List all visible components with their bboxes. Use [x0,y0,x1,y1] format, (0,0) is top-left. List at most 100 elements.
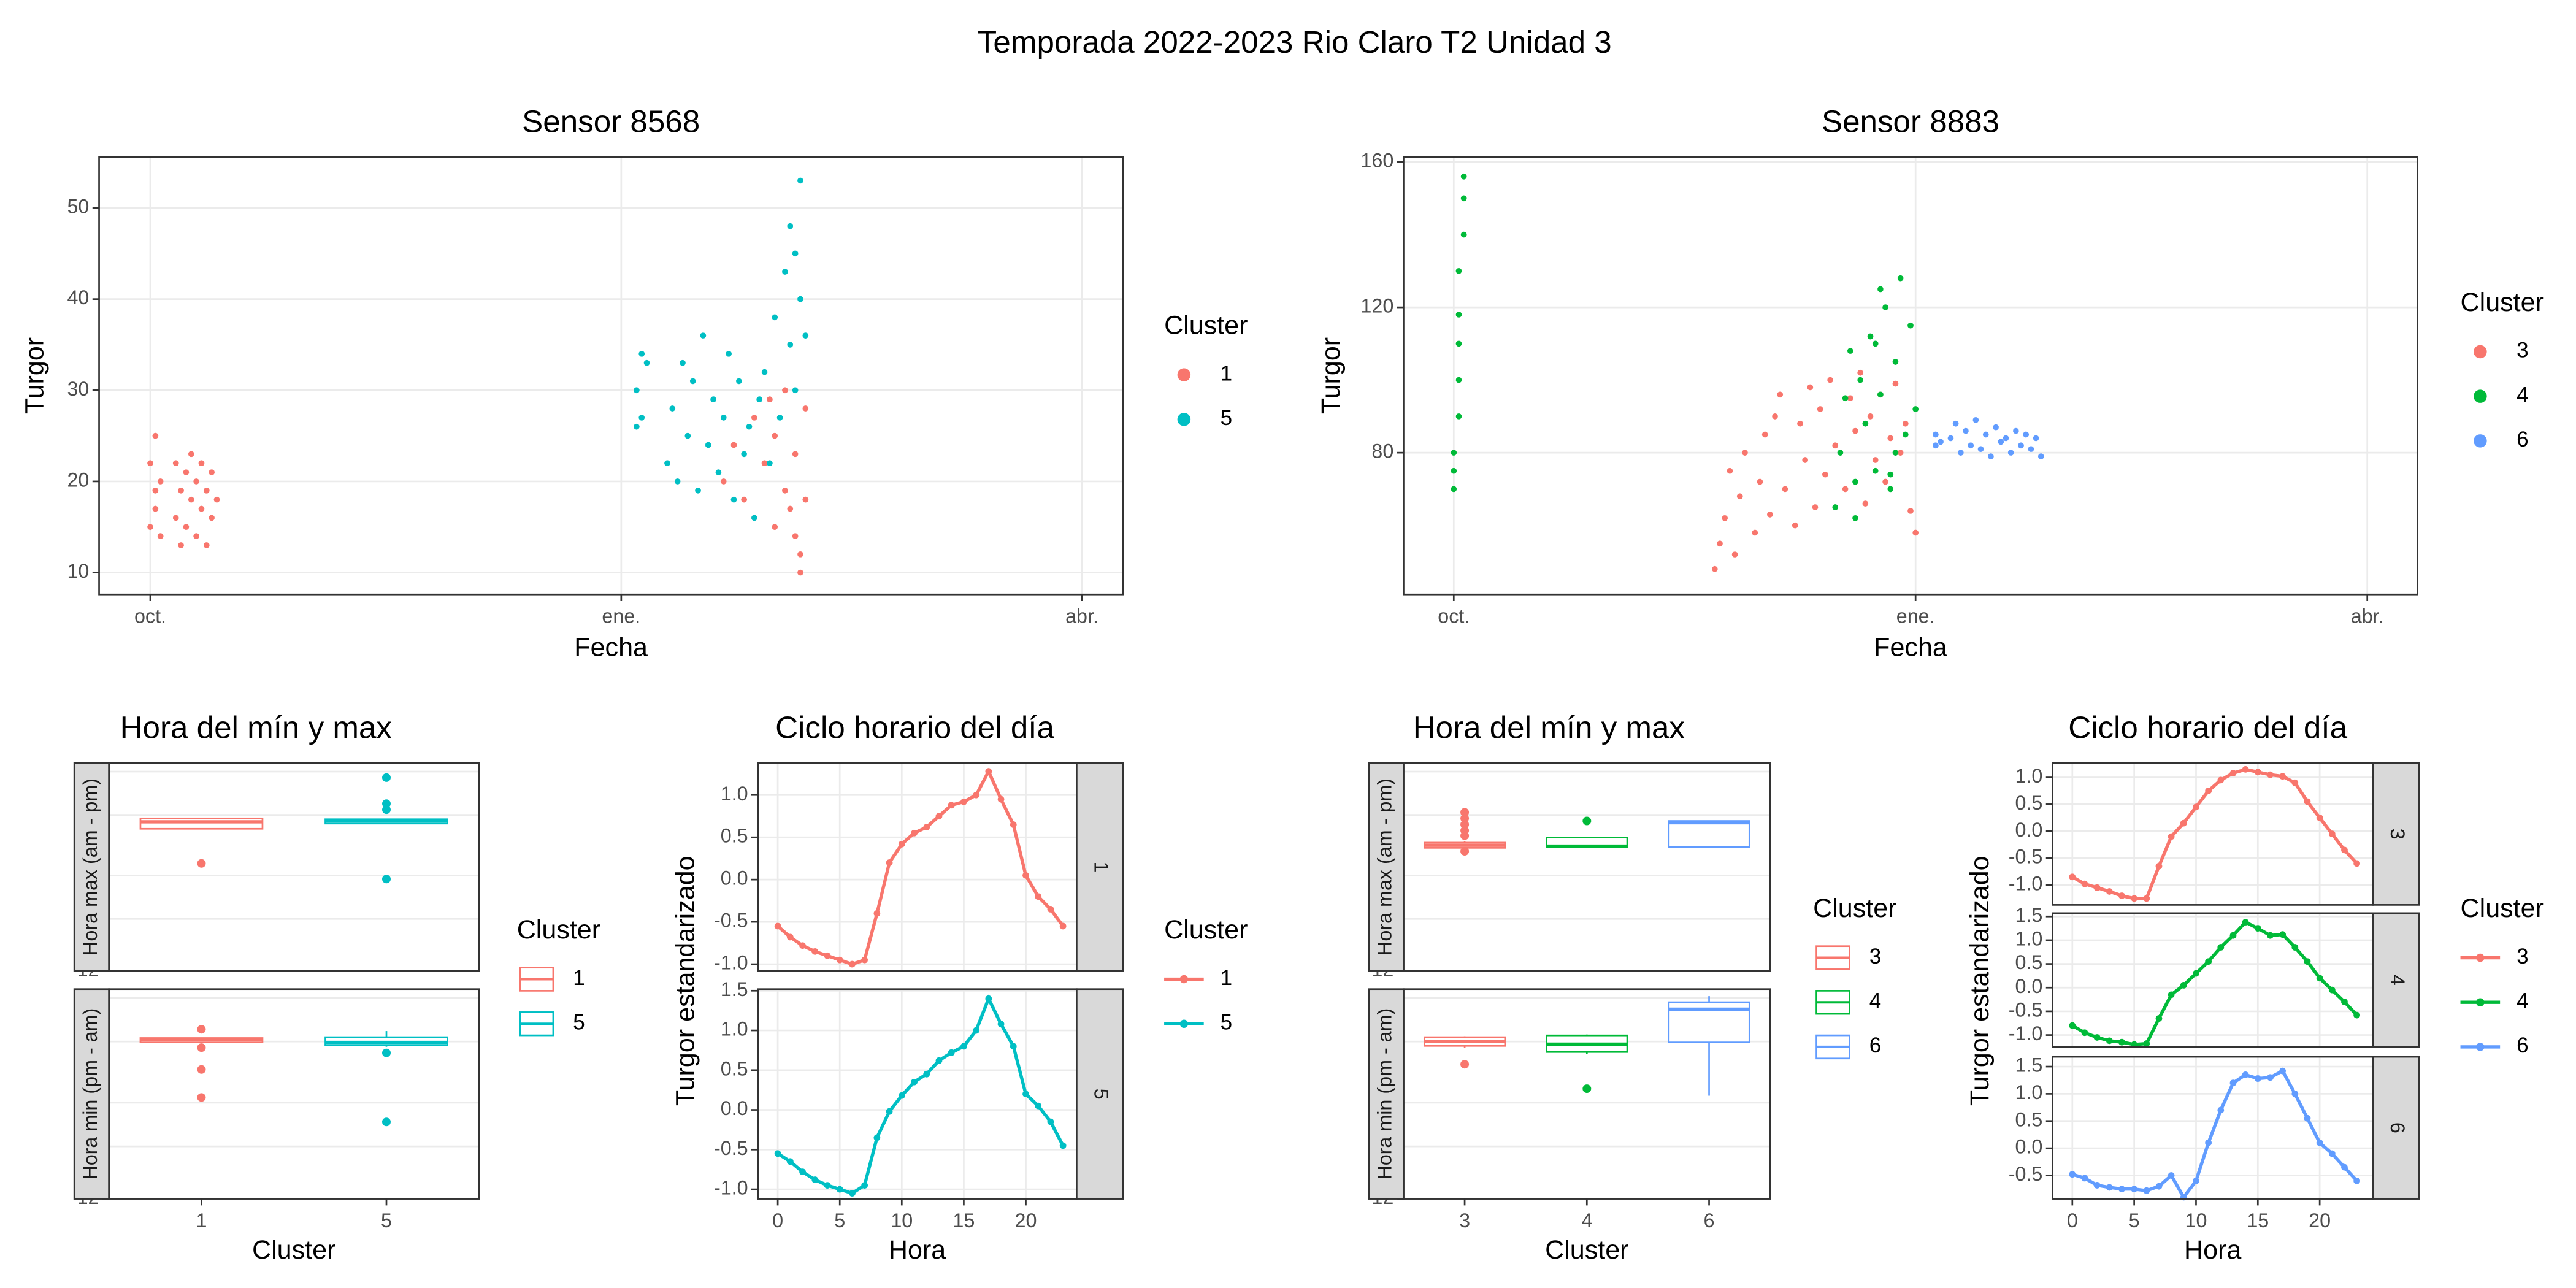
point [634,387,640,394]
point [2217,1106,2225,1114]
legend-label: 5 [1221,406,1232,430]
point [2353,1011,2361,1019]
point [209,515,215,521]
y-tick-label: -1.0 [714,952,748,974]
panel [2052,762,2373,905]
point [1022,872,1029,879]
point [2316,814,2323,821]
legend-key [1177,413,1191,426]
facet-label: 1 [1091,861,1113,872]
x-tick-label: 10 [891,1209,913,1232]
point [782,269,788,275]
panel [757,762,1077,972]
point [960,1043,967,1050]
point [776,415,783,421]
point [1837,450,1844,456]
facet-label: 5 [1091,1089,1113,1100]
point [774,922,781,930]
point [183,469,190,475]
y-tick-label: -0.5 [2009,1163,2043,1185]
legend-key [2474,389,2487,403]
x-tick-label: 3 [1459,1209,1470,1232]
point [1736,493,1743,500]
chart-title: Sensor 8883 [1822,104,1999,139]
point [1059,922,1067,930]
point [2341,846,2348,854]
legend-label: 6 [2517,1033,2528,1057]
point [1882,304,1888,310]
facet-label: Hora max (am - pm) [79,778,101,956]
y-tick-label: -1.0 [2009,872,2043,894]
outlier [382,875,391,884]
point [188,451,194,458]
point [735,378,742,385]
y-tick-label: 0.0 [2015,975,2042,997]
point [787,342,794,348]
point [1872,340,1879,347]
legend-label: 5 [573,1010,585,1034]
y-tick-label: 0.5 [2015,792,2042,814]
point [710,396,716,402]
point [1792,522,1798,529]
y-axis-label: Turgor [1316,337,1346,414]
point [1887,471,1894,478]
panel [1403,762,1771,972]
point [802,332,809,339]
point [152,487,159,494]
x-tick-label: 15 [953,1209,975,1232]
point [824,1182,831,1189]
y-axis-label: Turgor [20,337,50,414]
panel [1403,156,2418,595]
outlier [1582,1084,1592,1094]
panel-border [98,156,1124,596]
point [2205,958,2212,965]
point [898,1092,905,1099]
point [1822,471,1828,478]
point [1752,529,1758,536]
point [1852,427,1858,434]
facet-strip [2372,762,2420,906]
point [705,442,711,448]
point [772,432,778,439]
point [1892,450,1899,456]
point [1872,457,1879,463]
legend-label: 3 [1869,945,1881,968]
point [2155,1183,2163,1190]
point [689,378,696,385]
point [198,505,205,512]
point [2018,442,2024,449]
point [720,415,727,421]
point [1872,467,1879,474]
point [751,415,757,421]
point [836,956,843,964]
facet-label: Hora min (pm - am) [1374,1008,1396,1180]
point [1867,413,1874,420]
legend-title: Cluster [1164,310,1248,340]
point [2069,1022,2076,1029]
point [1907,322,1914,329]
legend-label: 1 [1221,966,1232,990]
point [1455,340,1462,347]
y-tick-label: 0.0 [721,1097,748,1119]
point [2229,932,2237,939]
y-tick-label: 80 [1371,440,1393,462]
point [741,451,748,458]
point [1902,431,1909,438]
point [2353,860,2361,867]
point [2180,819,2187,827]
point [836,1186,843,1193]
x-tick-label: oct. [134,605,166,627]
point [1857,369,1864,376]
legend-key [2476,1043,2485,1051]
point [2155,862,2163,870]
point [741,496,748,503]
point [720,478,727,485]
point [1451,450,1457,456]
point [2291,944,2299,951]
point [2328,1150,2336,1157]
x-tick-label: abr. [2351,605,2384,627]
y-tick-label: 30 [67,378,89,400]
point [2106,1184,2113,1191]
y-tick-label: 1.5 [2015,1054,2042,1076]
facet-strip [73,988,110,1200]
